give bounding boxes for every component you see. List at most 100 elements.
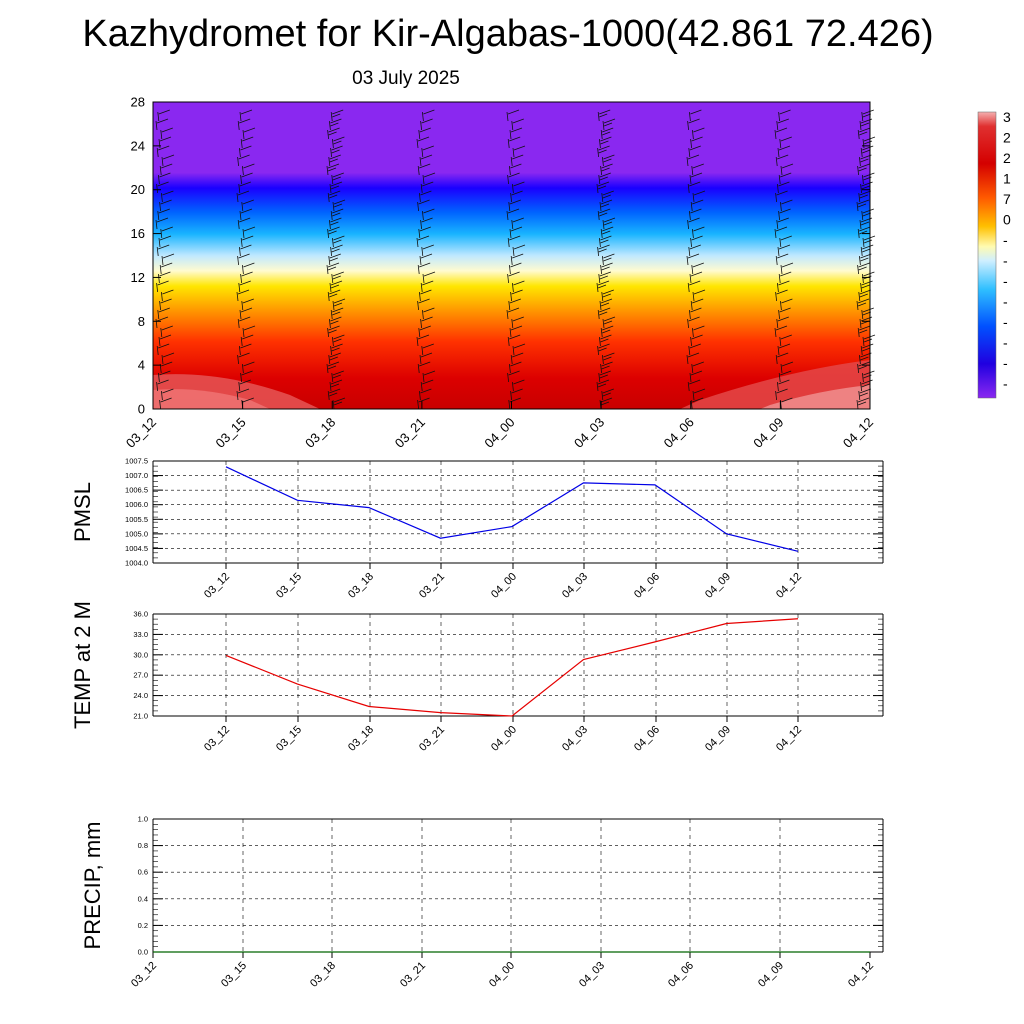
wind-barb-staff (422, 273, 425, 284)
wind-barb-flag (602, 194, 611, 199)
wind-barb-flag (600, 235, 612, 241)
wind-barb-flag (161, 262, 173, 268)
wind-barb-staff (509, 129, 512, 140)
wind-barb-staff (241, 300, 244, 311)
wind-barb-staff (601, 192, 604, 203)
wind-barb-flag (240, 244, 252, 250)
wind-barb-staff (688, 246, 691, 257)
wind-barb-flag (781, 262, 794, 268)
wind-barb-flag (422, 280, 434, 286)
wind-barb-staff (775, 156, 778, 167)
wind-barb-flag (859, 388, 871, 394)
wind-barb-staff (687, 120, 689, 131)
wind-barb-flag (602, 388, 614, 394)
wind-barb-staff (422, 309, 424, 320)
pmsl-ytick-label: 1007.5 (125, 457, 148, 466)
wind-barb-flag (781, 397, 793, 403)
wind-barb-staff (511, 120, 514, 131)
pmsl-xtick-label: 04_09 (703, 571, 733, 601)
wind-barb-flag (688, 316, 700, 322)
wind-barb-flag (511, 388, 523, 394)
wind-barb-flag (423, 271, 436, 277)
wind-barb-staff (859, 219, 862, 230)
wind-barb-flag (857, 302, 867, 307)
wind-barb-staff (602, 120, 605, 131)
wind-barb-staff (512, 183, 514, 194)
wind-barb-flag (420, 253, 433, 259)
wind-barb-staff (598, 174, 601, 185)
wind-barb-flag (691, 334, 703, 340)
wind-barb-flag (239, 316, 251, 322)
wind-barb-flag (332, 109, 344, 115)
legend-label: 2 (1003, 150, 1011, 166)
wind-barb-staff (774, 129, 777, 140)
wind-barb-flag (420, 154, 433, 160)
wind-barb-flag (242, 235, 254, 241)
wind-barb-flag (330, 221, 339, 226)
wind-barb-flag (331, 347, 340, 352)
wind-barb-flag (863, 172, 875, 178)
wind-barb-flag (417, 334, 430, 340)
wind-barb-flag (599, 271, 611, 277)
wind-barb-staff (861, 210, 864, 221)
wind-barb-staff (691, 165, 694, 176)
wind-barb-staff (328, 255, 331, 266)
wind-barb-staff (417, 201, 419, 212)
precip-ytick-label: 0.8 (138, 841, 148, 850)
wind-barb-staff (596, 282, 599, 293)
wind-barb-flag (239, 118, 251, 124)
temp-ytick-label: 33.0 (133, 630, 148, 639)
pmsl-ytick-label: 1006.5 (125, 486, 148, 495)
wind-barb-flag (858, 266, 867, 271)
wind-barb-flag (161, 361, 173, 367)
wind-barb-flag (329, 388, 341, 394)
wind-barb-flag (509, 199, 521, 205)
wind-barb-staff (775, 354, 778, 365)
wind-barb-staff (601, 390, 604, 401)
wind-barb-staff (156, 246, 159, 257)
wind-barb-staff (507, 372, 509, 383)
wind-barb-staff (157, 309, 160, 320)
wind-barb-flag (781, 298, 793, 304)
wind-barb-staff (420, 381, 423, 392)
wind-barb-flag (598, 149, 607, 154)
temp-ytick-label: 30.0 (133, 650, 148, 659)
temp-xtick-label: 04_06 (632, 724, 662, 754)
wind-barb-staff (421, 246, 424, 257)
wind-barb-flag (160, 397, 172, 403)
chart-title: Kazhydromet for Kir-Algabas-1000(42.861 … (82, 13, 933, 55)
wind-barb-flag (687, 352, 700, 358)
wind-barb-staff (600, 129, 603, 140)
wind-barb-flag (863, 370, 875, 376)
wind-barb-staff (690, 201, 693, 212)
wind-barb-staff (156, 381, 158, 392)
wind-barb-flag (242, 397, 254, 403)
wind-barb-staff (159, 165, 162, 176)
wind-barb-flag (777, 316, 789, 322)
pmsl-ylabel: PMSL (70, 482, 95, 542)
wind-barb-flag (510, 127, 523, 133)
wind-barb-flag (161, 226, 173, 232)
wind-barb-staff (509, 363, 511, 374)
wind-barb-staff (161, 156, 164, 167)
wind-barb-flag (602, 325, 614, 331)
wind-barb-staff (599, 336, 601, 347)
heatmap-field (153, 102, 870, 409)
legend-label: - (1003, 314, 1008, 330)
wind-barb-staff (239, 210, 242, 221)
wind-barb-flag (601, 361, 613, 367)
wind-barb-staff (777, 381, 779, 392)
wind-barb-flag (597, 379, 610, 385)
wind-barb-staff (238, 282, 241, 293)
wind-barb-flag (861, 185, 870, 190)
wind-barb-flag (858, 365, 867, 370)
wind-barb-flag (513, 280, 525, 286)
wind-barb-flag (330, 118, 342, 124)
wind-barb-flag (330, 284, 340, 289)
legend-label: 1 (1003, 171, 1011, 187)
wind-barb-staff (326, 363, 329, 374)
wind-barb-staff (240, 237, 243, 248)
wind-barb-staff (419, 390, 421, 401)
wind-barb-staff (507, 138, 510, 149)
temp-panel: 21.0 24.0 27.0 30.0 33.0 36.0 03_12 03_15 03_18 0… (70, 601, 884, 754)
